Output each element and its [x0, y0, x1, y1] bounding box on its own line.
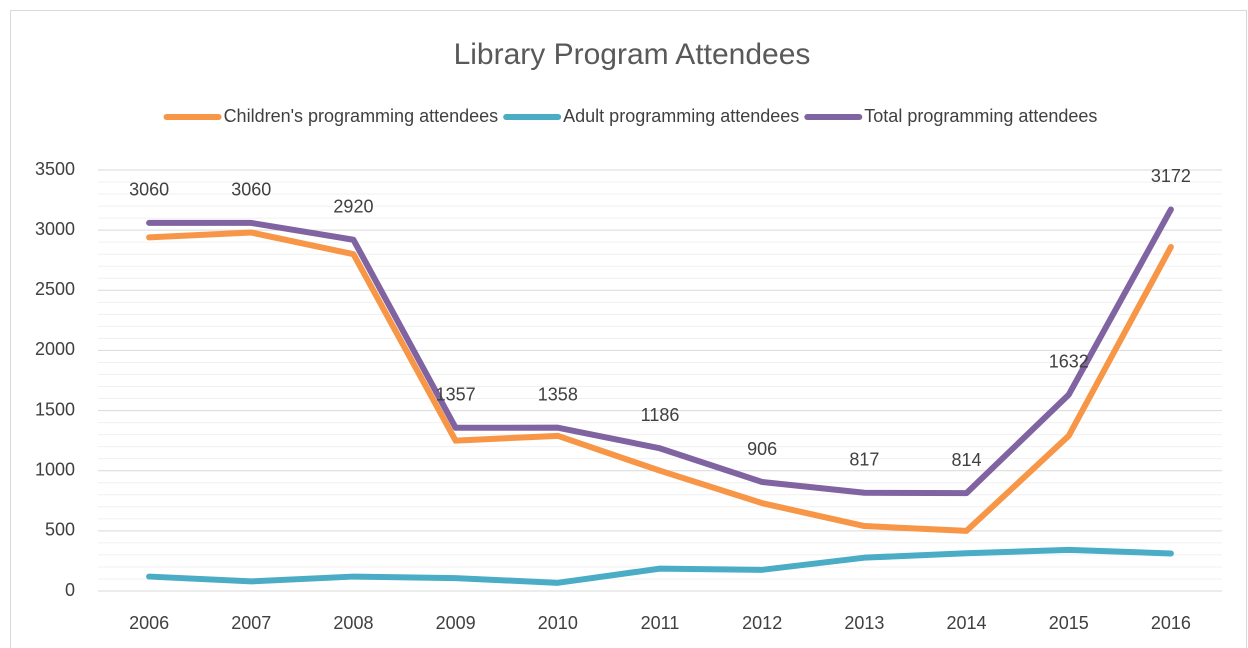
- x-tick-label: 2014: [947, 613, 987, 633]
- data-label: 3060: [231, 180, 271, 200]
- data-label: 1632: [1049, 351, 1089, 371]
- y-tick-label: 3000: [35, 219, 75, 239]
- legend-label: Adult programming attendees: [563, 106, 799, 126]
- x-tick-label: 2015: [1049, 613, 1089, 633]
- y-tick-label: 500: [45, 520, 75, 540]
- x-tick-label: 2011: [641, 613, 680, 633]
- data-label: 814: [952, 450, 982, 470]
- data-label: 1186: [641, 405, 680, 425]
- chart-title: Library Program Attendees: [454, 38, 811, 71]
- y-tick-label: 1500: [35, 399, 75, 419]
- legend-label: Children's programming attendees: [224, 106, 499, 126]
- x-tick-label: 2010: [538, 613, 578, 633]
- x-tick-label: 2008: [333, 613, 373, 633]
- y-tick-label: 2500: [35, 279, 75, 299]
- y-tick-label: 1000: [35, 459, 75, 479]
- x-tick-label: 2016: [1151, 613, 1191, 633]
- series-line: [146, 206, 1174, 497]
- data-label: 3172: [1151, 166, 1191, 186]
- data-label: 1357: [436, 385, 476, 405]
- x-tick-label: 2006: [129, 613, 169, 633]
- y-tick-label: 2000: [35, 339, 75, 359]
- series-line: [146, 229, 1174, 534]
- data-label: 817: [849, 449, 879, 469]
- data-label: 906: [747, 439, 777, 459]
- legend: Children's programming attendees Adult pr…: [163, 106, 1097, 126]
- data-label: 1358: [538, 384, 578, 404]
- series-line: [146, 546, 1174, 586]
- x-tick-label: 2009: [436, 613, 476, 633]
- legend-label: Total programming attendees: [864, 106, 1097, 126]
- data-label: 3060: [129, 180, 169, 200]
- x-tick-label: 2007: [231, 613, 271, 633]
- y-tick-label: 0: [65, 580, 75, 600]
- y-tick-label: 3500: [35, 159, 75, 179]
- x-tick-label: 2012: [742, 613, 782, 633]
- data-label: 2920: [333, 197, 373, 217]
- x-tick-label: 2013: [844, 613, 884, 633]
